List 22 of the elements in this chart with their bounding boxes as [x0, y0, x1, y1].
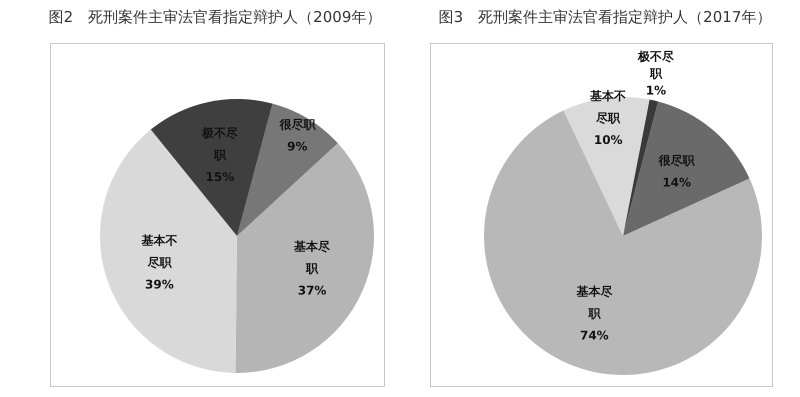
pie-slice	[484, 110, 762, 375]
pie-slice	[623, 102, 750, 236]
data-label: 74%	[580, 328, 609, 343]
pie-slice	[150, 99, 272, 236]
chart-title: 图3 死刑案件主审法官看指定辩护人（2017年）	[438, 8, 772, 27]
data-label: 39%	[145, 277, 174, 292]
pie-slice	[236, 143, 374, 373]
slice-label: 基本不尽职	[140, 233, 178, 270]
slice-label: 很尽职	[658, 153, 696, 168]
slice-label: 基本不尽职	[589, 89, 626, 126]
slice-label: 极不尽职	[636, 49, 675, 80]
data-label: 10%	[594, 133, 623, 148]
data-label: 9%	[287, 140, 308, 154]
pie-slice	[623, 100, 658, 236]
data-label: 14%	[662, 175, 692, 190]
slice-label: 基本尽职	[293, 240, 332, 276]
pie-slice	[237, 104, 338, 236]
chart-title: 图2 死刑案件主审法官看指定辩护人（2009年）	[48, 8, 382, 27]
slice-label: 很尽职	[278, 118, 316, 132]
data-label: 1%	[646, 83, 666, 98]
slice-label: 基本尽职	[575, 284, 614, 321]
data-label: 37%	[298, 284, 326, 298]
